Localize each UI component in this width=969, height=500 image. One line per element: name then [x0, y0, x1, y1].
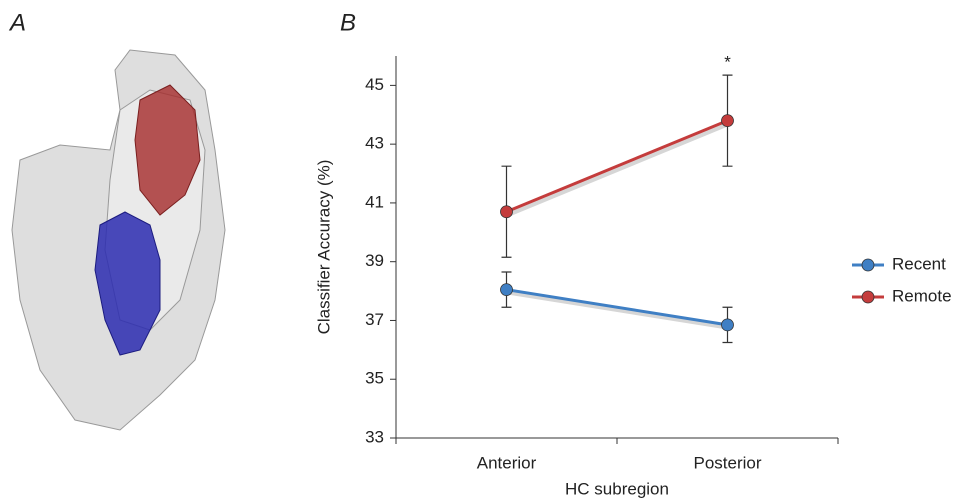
line-shadow	[507, 121, 731, 217]
brain-render	[11, 49, 226, 431]
series-line	[506, 288, 728, 327]
y-tick-label: 43	[365, 134, 384, 153]
x-axis-label: HC subregion	[565, 479, 669, 498]
panel-label: B	[340, 9, 356, 36]
y-tick-label: 37	[365, 310, 384, 329]
legend-label: Remote	[892, 286, 952, 305]
y-tick-label: 41	[365, 192, 384, 211]
line-shadow	[508, 290, 730, 330]
legend-marker	[861, 258, 875, 272]
y-axis-label: Classifier Accuracy (%)	[314, 160, 333, 335]
y-tick-label: 33	[365, 427, 384, 446]
data-point	[721, 114, 734, 128]
data-point	[500, 205, 513, 219]
data-point	[721, 318, 734, 332]
y-tick-label: 45	[365, 75, 384, 94]
y-tick-label: 35	[365, 369, 384, 388]
series-line	[505, 119, 729, 214]
data-point	[500, 283, 513, 297]
panel-label: A	[8, 9, 26, 36]
x-tick-label: Posterior	[693, 453, 761, 472]
legend-label: Recent	[892, 254, 946, 273]
x-tick-label: Anterior	[477, 453, 537, 472]
y-tick-label: 39	[365, 251, 384, 270]
annotation: *	[724, 53, 731, 72]
legend-marker	[861, 290, 875, 304]
